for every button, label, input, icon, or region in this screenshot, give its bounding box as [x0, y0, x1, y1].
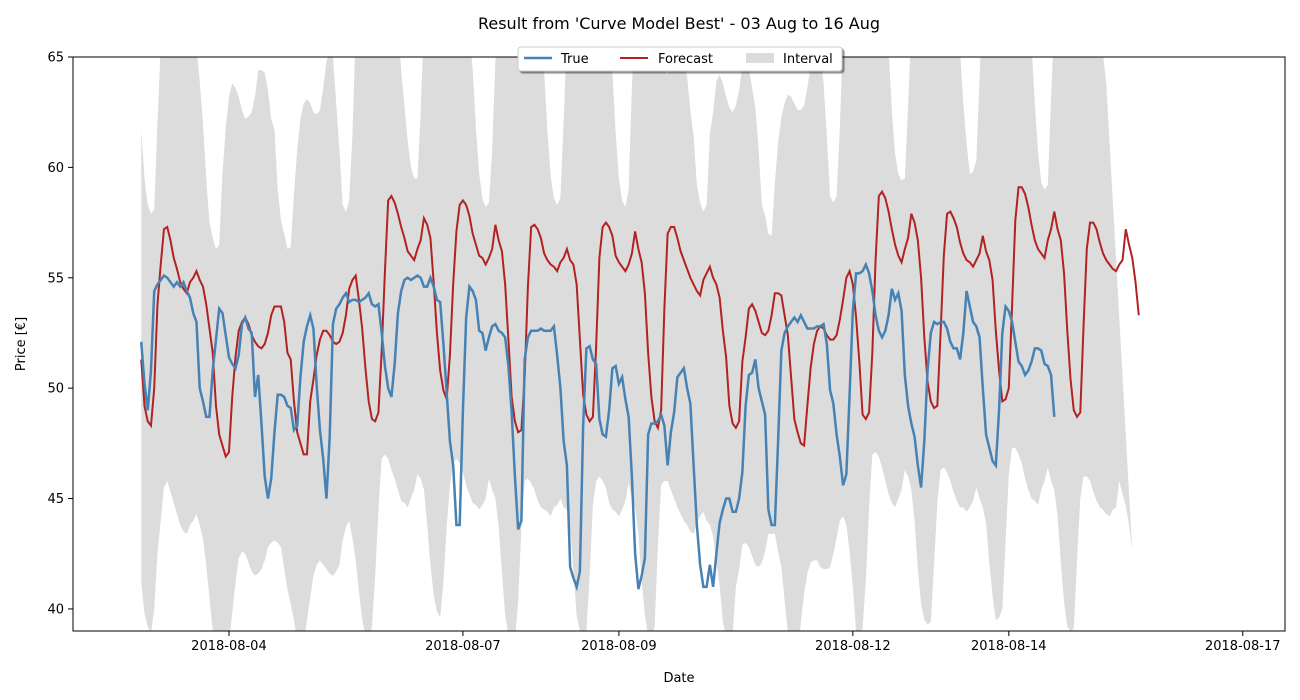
y-tick-label: 40 — [47, 602, 64, 617]
legend: True Forecast Interval — [517, 46, 843, 72]
x-tick-label: 2018-08-14 — [971, 639, 1047, 654]
legend-interval-label: Interval — [783, 52, 833, 67]
x-tick-label: 2018-08-07 — [425, 639, 501, 654]
y-tick-label: 50 — [47, 382, 64, 397]
y-axis-label: Price [€] — [14, 317, 29, 371]
x-axis: 2018-08-04 2018-08-07 2018-08-09 2018-08-12… — [191, 631, 1281, 654]
y-tick-label: 65 — [47, 51, 64, 66]
x-tick-label: 2018-08-09 — [581, 639, 657, 654]
true-series-line — [139, 261, 1056, 592]
plot-area — [72, 56, 1286, 632]
y-axis: 40 45 50 55 60 65 — [47, 51, 73, 617]
chart-title: Result from 'Curve Model Best' - 03 Aug … — [478, 14, 880, 33]
legend-true-label: True — [560, 52, 589, 67]
y-tick-label: 60 — [47, 161, 64, 176]
legend-interval-swatch — [746, 53, 774, 63]
y-tick-label: 55 — [47, 271, 64, 286]
y-tick-label: 45 — [47, 492, 64, 507]
x-tick-label: 2018-08-04 — [191, 639, 267, 654]
forecast-series-line — [140, 186, 1140, 459]
plot-content — [139, 57, 1140, 631]
x-tick-label: 2018-08-17 — [1205, 639, 1281, 654]
legend-forecast-label: Forecast — [658, 52, 713, 67]
x-tick-label: 2018-08-12 — [815, 639, 891, 654]
x-axis-label: Date — [663, 671, 694, 686]
